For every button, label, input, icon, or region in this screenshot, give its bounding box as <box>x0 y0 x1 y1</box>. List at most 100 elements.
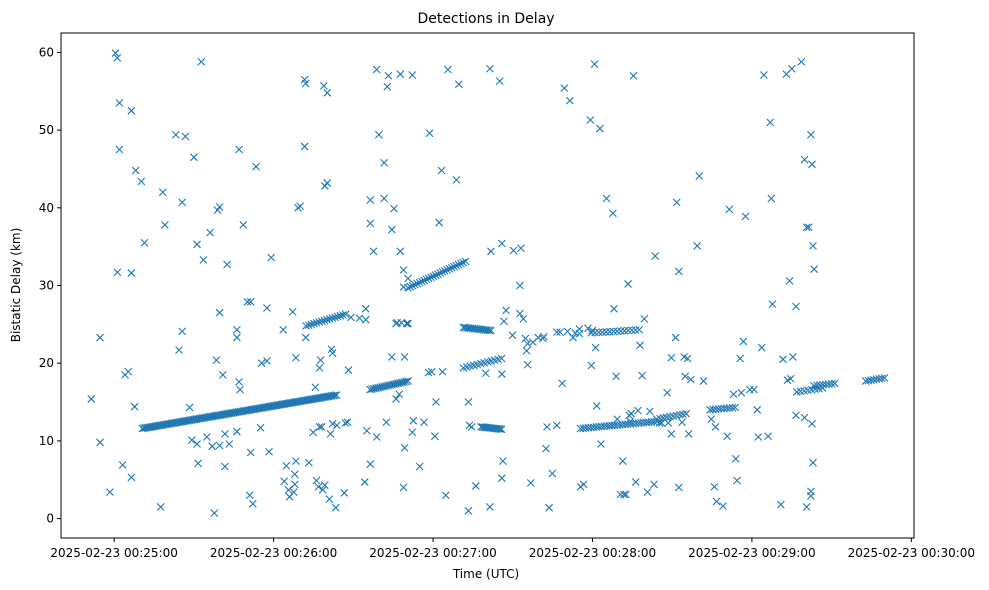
data-point <box>678 418 686 427</box>
data-point <box>288 308 297 316</box>
data-point <box>309 428 318 437</box>
data-point <box>651 252 660 260</box>
data-point <box>497 239 506 248</box>
data-point <box>523 360 532 369</box>
data-point <box>382 418 391 427</box>
data-point <box>331 503 340 512</box>
x-axis-ticks: 2025-02-23 00:25:00 2025-02-23 00:26:00 20… <box>50 538 975 560</box>
data-point <box>420 418 428 427</box>
track-point <box>422 275 431 284</box>
data-point <box>96 438 104 447</box>
data-point <box>767 194 776 203</box>
data-point <box>225 440 234 448</box>
y-tick-label: 40 <box>39 201 54 215</box>
data-point <box>785 276 794 285</box>
x-tick-label: 2025-02-23 00:25:00 <box>50 546 177 560</box>
track-point <box>427 273 435 282</box>
data-point <box>246 448 255 457</box>
data-point <box>509 246 518 255</box>
data-point <box>711 423 720 431</box>
data-point <box>768 300 777 309</box>
data-point <box>634 406 642 415</box>
data-point <box>684 430 693 438</box>
data-point <box>674 267 683 276</box>
data-point <box>341 419 350 427</box>
data-point <box>516 281 524 290</box>
data-point <box>497 370 506 378</box>
data-point <box>672 198 681 207</box>
data-point <box>471 482 480 490</box>
data-point <box>355 314 364 323</box>
track-point <box>302 322 310 330</box>
data-point <box>187 436 196 444</box>
data-point <box>545 503 554 512</box>
track-point <box>665 412 674 421</box>
data-point <box>800 413 809 422</box>
data-point <box>731 454 740 463</box>
track-point <box>336 311 345 320</box>
data-point <box>588 326 597 335</box>
data-point <box>372 65 381 74</box>
data-point <box>197 57 206 66</box>
data-point <box>671 333 680 342</box>
data-point <box>808 160 816 169</box>
data-point <box>497 474 506 483</box>
data-point <box>695 172 704 180</box>
track-point <box>411 280 419 289</box>
data-point <box>387 225 396 234</box>
data-point <box>640 315 649 323</box>
data-point <box>560 84 569 93</box>
data-point <box>315 423 324 431</box>
data-point <box>543 423 551 431</box>
data-point <box>591 343 600 352</box>
data-point <box>320 481 329 490</box>
data-point <box>467 423 476 431</box>
data-point <box>486 64 494 73</box>
track-point <box>827 379 836 388</box>
data-point <box>802 223 811 232</box>
data-point <box>263 304 271 312</box>
data-point <box>282 461 291 470</box>
track-point <box>635 325 644 334</box>
data-point <box>569 333 577 342</box>
data-point <box>800 155 809 164</box>
y-tick-label: 20 <box>39 356 54 370</box>
data-point <box>597 440 605 448</box>
data-point <box>575 325 584 333</box>
data-point <box>596 124 604 133</box>
track-point <box>304 321 313 330</box>
data-point <box>212 356 221 364</box>
track-point <box>497 354 506 363</box>
data-point <box>739 337 748 346</box>
data-point <box>140 238 149 247</box>
x-tick-label: 2025-02-23 00:27:00 <box>369 546 496 560</box>
data-point <box>645 407 654 416</box>
track-point <box>436 269 445 277</box>
data-point <box>565 96 574 105</box>
data-point <box>764 432 773 441</box>
data-point <box>235 377 243 386</box>
data-point <box>612 372 621 381</box>
data-point <box>235 145 243 154</box>
data-point <box>323 179 332 187</box>
data-point <box>787 64 796 73</box>
track-point <box>459 258 468 267</box>
data-point <box>486 503 494 511</box>
track-point <box>485 326 494 335</box>
track-point <box>406 282 415 291</box>
track-point <box>328 314 337 323</box>
data-point <box>396 247 405 256</box>
data-point <box>202 433 211 441</box>
data-point <box>158 188 167 197</box>
data-point <box>218 370 227 379</box>
track-point <box>408 281 417 290</box>
y-axis-label: Bistatic Delay (km) <box>9 228 23 343</box>
data-point <box>683 354 692 363</box>
data-point <box>284 485 293 494</box>
data-point <box>810 265 818 274</box>
data-point <box>366 460 375 469</box>
data-point <box>178 327 187 336</box>
data-point <box>113 268 122 277</box>
